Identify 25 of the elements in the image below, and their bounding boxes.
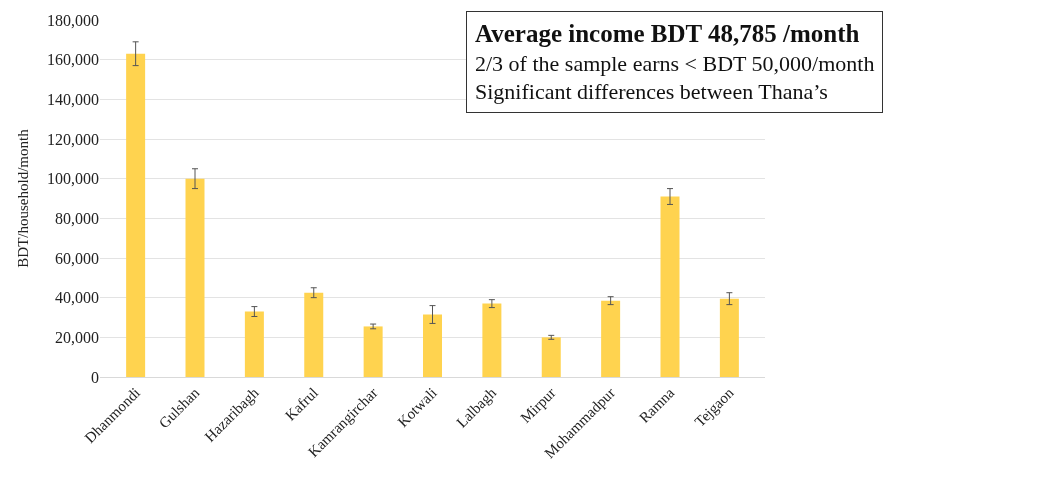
y-tick-label: 80,000 (55, 209, 99, 227)
y-tick-label: 0 (91, 368, 99, 386)
y-tick-label: 60,000 (55, 249, 99, 267)
y-tick-label: 160,000 (47, 51, 99, 69)
bar (244, 311, 264, 377)
bar (482, 303, 502, 377)
bar (660, 196, 680, 377)
y-axis-title: BDT/household/month (15, 128, 32, 268)
y-tick-label: 100,000 (47, 170, 99, 188)
bar (304, 292, 324, 377)
bar (185, 178, 205, 377)
bar (601, 300, 621, 377)
annotation: 2/3 of the sample earns < BDT 50,000/month (475, 50, 875, 76)
annotation: Average income BDT 48,785 /month (475, 20, 860, 47)
y-tick-label: 180,000 (47, 11, 99, 29)
annotation: Significant differences between Thana’s (475, 79, 828, 105)
bar (541, 337, 561, 377)
y-tick-label: 120,000 (47, 130, 99, 148)
bar (363, 326, 383, 377)
y-tick-label: 140,000 (47, 90, 99, 108)
y-tick-label: 20,000 (55, 328, 99, 346)
bar (423, 314, 442, 377)
bar (126, 53, 146, 377)
bar (719, 298, 739, 377)
y-tick-label: 40,000 (55, 289, 99, 307)
